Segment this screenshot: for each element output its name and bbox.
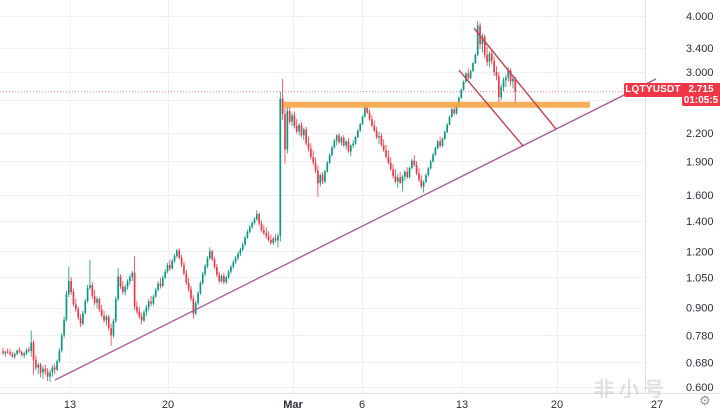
time-tick-label: 20 [162,399,174,411]
timezone-settings-icon[interactable]: ⚙ [699,393,711,408]
falling-channel-lower[interactable] [458,69,524,147]
candlestick-series[interactable] [2,20,517,382]
price-tick-label: 4.000 [686,11,714,23]
bar-countdown: 01:05:5 [683,94,719,106]
price-tick-label: 1.200 [686,246,714,258]
time-axis[interactable]: 13 20 Mar 6 13 20 27 [64,399,663,411]
price-tick-label: 1.900 [686,156,714,168]
site-watermark: 非小号 [594,379,669,401]
price-tick-label: 2.200 [686,128,714,140]
price-tick-label: 0.680 [686,357,714,369]
last-price-tag: 2.715 01:05:5 [682,83,720,106]
price-tick-label: 0.900 [686,303,714,315]
symbol-price-tag: LQTYUSDT 2.715 01:05:5 [624,83,720,106]
grid-lines [0,0,645,393]
time-tick-label: 6 [359,399,365,411]
falling-channel-upper[interactable] [473,27,557,130]
time-tick-label: 13 [64,399,76,411]
price-axis[interactable]: 4.000 3.400 3.000 2.200 1.900 1.600 1.400 1.200… [686,11,714,394]
time-tick-label: Mar [283,399,303,411]
price-tick-label: 3.400 [686,43,714,55]
price-tick-label: 1.600 [686,190,714,202]
price-tick-label: 1.400 [686,216,714,228]
support-trendline[interactable] [54,78,657,381]
last-price-value: 2.715 [688,83,714,95]
price-tick-label: 3.000 [686,67,714,79]
price-tick-label: 0.780 [686,330,714,342]
time-tick-label: 20 [551,399,563,411]
price-tick-label: 1.050 [686,272,714,284]
symbol-tag-label: LQTYUSDT [624,83,682,97]
price-tick-label: 0.600 [686,382,714,394]
time-tick-label: 27 [651,399,663,411]
time-tick-label: 13 [456,399,468,411]
